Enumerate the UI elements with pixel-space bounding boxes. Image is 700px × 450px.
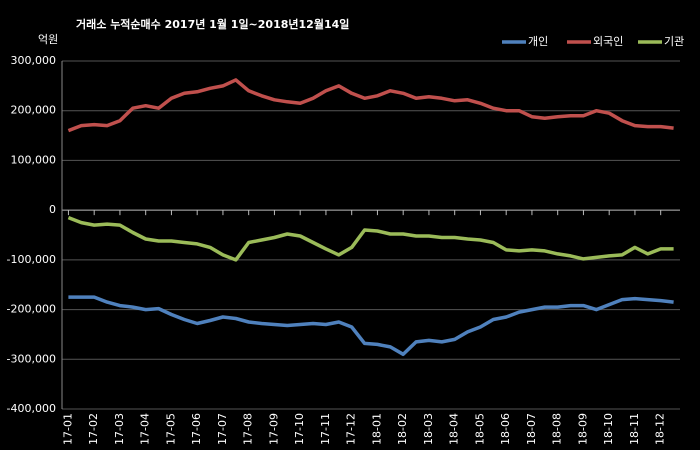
x-tick-label: 17-07 bbox=[216, 413, 229, 445]
series-line bbox=[68, 295, 674, 357]
y-tick-label: 0 bbox=[49, 203, 56, 216]
series-line bbox=[67, 78, 674, 133]
x-tick-label: 18-04 bbox=[448, 413, 461, 445]
x-tick-label: 18-09 bbox=[576, 413, 589, 445]
x-tick-label: 18-03 bbox=[422, 413, 435, 445]
y-tick-label: 300,000 bbox=[11, 54, 57, 67]
y-axis-label: 억원 bbox=[38, 33, 58, 46]
y-tick-label: -300,000 bbox=[7, 352, 56, 365]
legend-label: 외국인 bbox=[593, 35, 623, 48]
x-tick-label: 17-01 bbox=[61, 413, 74, 445]
x-tick-label: 17-09 bbox=[267, 413, 280, 445]
x-tick-label: 18-12 bbox=[654, 413, 667, 445]
x-tick-label: 17-10 bbox=[293, 413, 306, 445]
y-tick-label: -400,000 bbox=[7, 402, 56, 415]
x-tick-label: 17-03 bbox=[113, 413, 126, 445]
x-tick-label: 18-07 bbox=[525, 413, 538, 445]
x-tick-label: 18-06 bbox=[499, 413, 512, 445]
x-tick-label: 17-08 bbox=[242, 413, 255, 445]
x-tick-label: 18-11 bbox=[628, 413, 641, 445]
x-tick-label: 18-10 bbox=[602, 413, 615, 445]
y-tick-label: 100,000 bbox=[11, 153, 57, 166]
x-tick-label: 17-04 bbox=[139, 413, 152, 445]
series-line bbox=[67, 215, 674, 262]
x-tick-label: 18-02 bbox=[396, 413, 409, 445]
chart-title: 거래소 누적순매수 2017년 1월 1일~2018년12월14일 bbox=[76, 17, 349, 31]
x-tick-label: 17-12 bbox=[345, 413, 358, 445]
x-tick-label: 17-06 bbox=[190, 413, 203, 445]
x-tick-label: 17-02 bbox=[87, 413, 100, 445]
legend-label: 개인 bbox=[528, 35, 548, 48]
x-tick-label: 18-05 bbox=[473, 413, 486, 445]
x-tick-label: 18-08 bbox=[551, 413, 564, 445]
y-tick-label: 200,000 bbox=[11, 104, 57, 117]
y-tick-label: -200,000 bbox=[7, 303, 56, 316]
x-tick-label: 17-05 bbox=[164, 413, 177, 445]
legend-label: 기관 bbox=[664, 35, 684, 48]
x-tick-label: 18-01 bbox=[370, 413, 383, 445]
x-tick-label: 17-11 bbox=[319, 413, 332, 445]
y-tick-label: -100,000 bbox=[7, 253, 56, 266]
